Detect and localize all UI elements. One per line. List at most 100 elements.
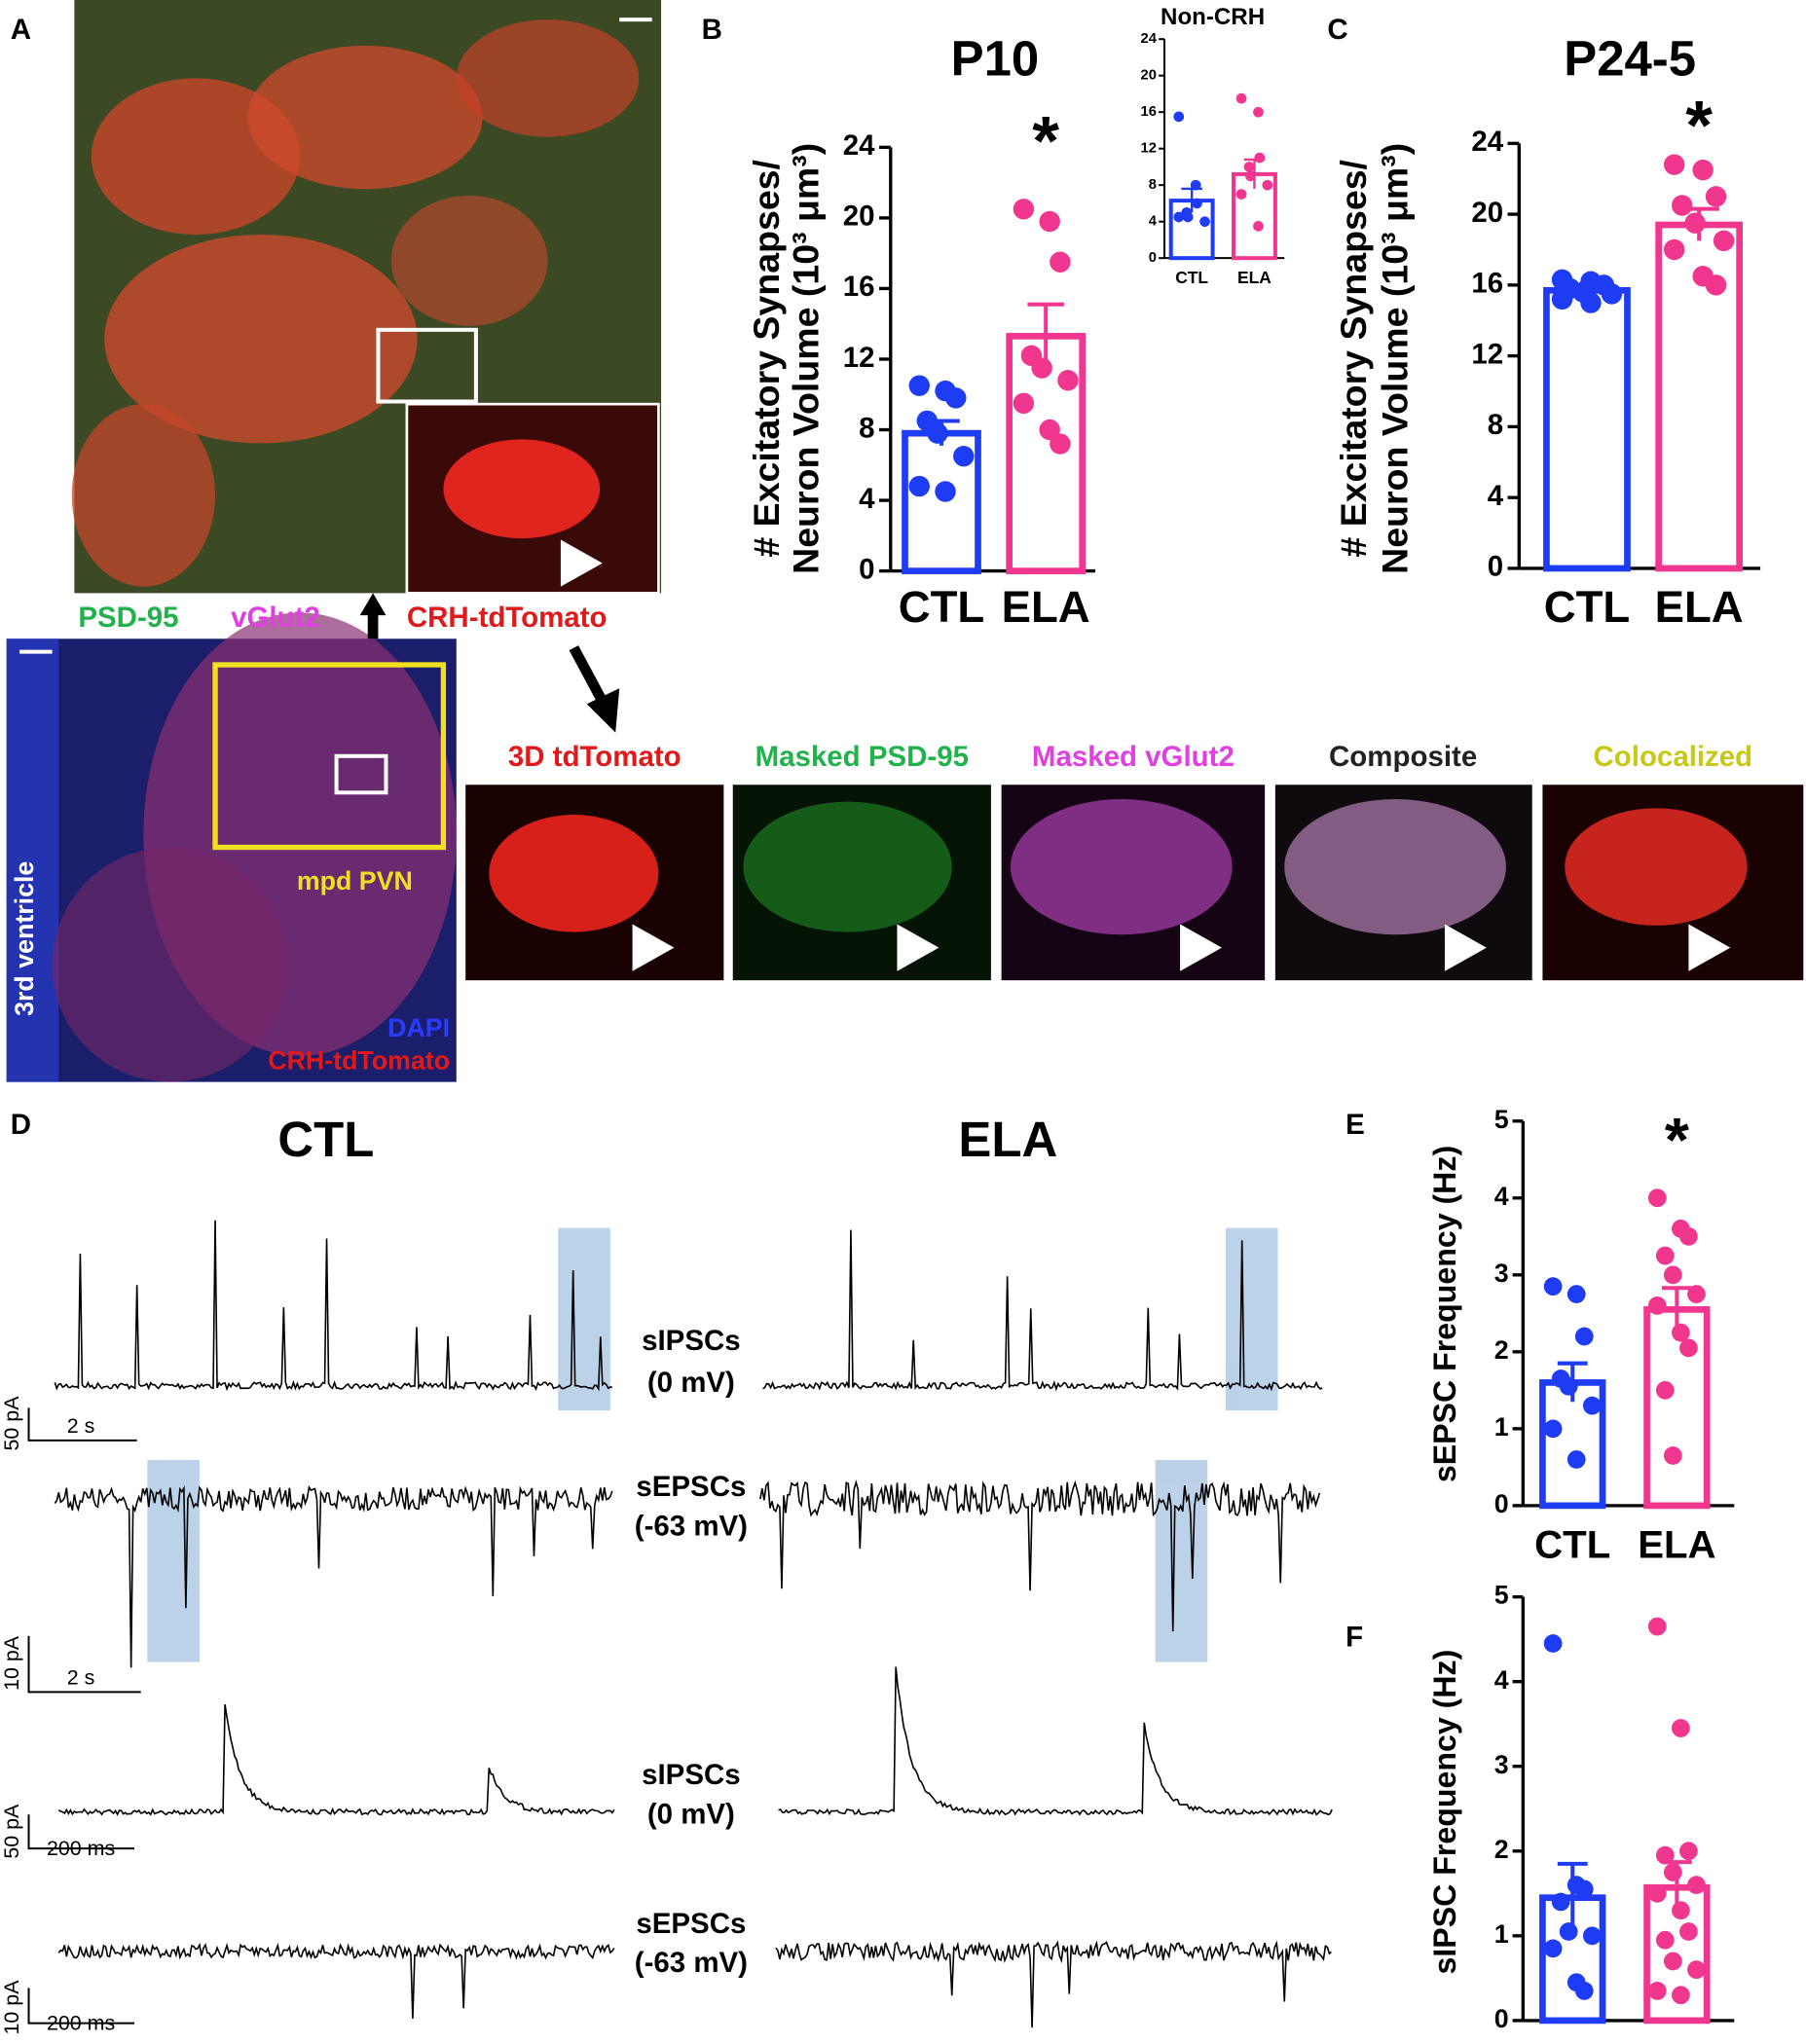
data-point: [1566, 1450, 1586, 1469]
y-tick-label: 20: [843, 201, 875, 233]
data-point: [927, 422, 948, 444]
data-point: [1663, 238, 1685, 261]
scale-label: 50 pA: [0, 1396, 23, 1451]
scale-label: 2 s: [67, 1414, 95, 1438]
data-point: [1663, 154, 1685, 175]
panel-label: A: [11, 14, 31, 46]
x-tick-label: CTL: [899, 582, 984, 632]
y-tick-label: 5: [1494, 1105, 1509, 1134]
overview-label: DAPI: [387, 1013, 450, 1042]
x-tick-label: ELA: [1638, 2037, 1715, 2044]
x-tick-label: ELA: [1002, 582, 1090, 632]
x-tick-label: CTL: [1175, 268, 1208, 287]
data-point: [1647, 1296, 1667, 1315]
data-point: [1173, 211, 1185, 223]
y-tick-label: 0: [1149, 250, 1157, 266]
data-point: [1543, 1634, 1563, 1653]
y-tick-label: 0: [1494, 2004, 1509, 2033]
y-tick-label: 3: [1494, 1750, 1509, 1779]
data-point: [1057, 370, 1079, 391]
channel-label: PSD-95: [78, 602, 178, 634]
data-point: [1245, 170, 1256, 182]
data-point: [1663, 1265, 1682, 1285]
data-point: [1687, 1960, 1706, 1980]
data-point: [945, 387, 967, 409]
channel-label: vGlut2: [231, 602, 320, 634]
data-point: [1655, 1845, 1675, 1865]
y-tick-label: 8: [1488, 409, 1503, 441]
data-point: [1190, 179, 1201, 191]
overview-label: mpd PVN: [297, 866, 413, 895]
data-point: [1692, 159, 1714, 181]
data-point: [1679, 1842, 1698, 1861]
trace-label: sIPSCs: [642, 1759, 741, 1791]
y-tick-label: 1: [1494, 1919, 1509, 1949]
scale-label: 2 s: [67, 1666, 95, 1690]
data-point: [1050, 251, 1071, 273]
micrograph-overview: [6, 612, 457, 1082]
group-title: CTL: [277, 1112, 374, 1167]
data-point: [1672, 1901, 1690, 1920]
data-point: [908, 475, 930, 497]
y-tick-label: 5: [1494, 1581, 1509, 1610]
y-tick-label: 8: [859, 412, 874, 444]
data-point: [1672, 195, 1693, 216]
scale-label: 10 pA: [0, 1980, 23, 2035]
data-point: [1647, 1982, 1667, 2000]
scale-label: 200 ms: [47, 1837, 115, 1860]
panel-label: E: [1345, 1109, 1365, 1141]
x-tick-label: ELA: [1638, 1522, 1715, 1566]
data-point: [935, 481, 956, 502]
data-point: [1243, 162, 1255, 172]
x-tick-label: ELA: [1237, 268, 1272, 287]
y-tick-label: 2: [1494, 1835, 1509, 1864]
trace-label: sEPSCs: [636, 1471, 746, 1503]
error-bar: [1027, 302, 1064, 369]
y-tick-label: 24: [843, 129, 875, 162]
y-axis-label: sIPSC Frequency (Hz): [1427, 1650, 1462, 1975]
y-axis-label: # Excitatory Synapses/: [746, 159, 787, 557]
data-point: [1050, 433, 1071, 455]
trace: [762, 1229, 1323, 1392]
data-point: [1672, 1986, 1690, 2005]
highlights: [147, 1227, 1278, 1662]
data-point: [1672, 1323, 1690, 1342]
y-tick-label: 16: [843, 271, 875, 303]
chart-title: Non-CRH: [1161, 4, 1265, 30]
strip-label: Composite: [1329, 741, 1477, 773]
data-point: [1559, 1377, 1578, 1396]
overview-label: 3rd ventricle: [10, 861, 39, 1016]
trace: [54, 1220, 612, 1392]
y-tick-label: 12: [1471, 338, 1503, 370]
overview-label: CRH-tdTomato: [268, 1046, 450, 1076]
strip-label: Masked vGlut2: [1032, 741, 1235, 773]
scale-bar-lines: [27, 1407, 141, 2025]
data-point: [1679, 1922, 1698, 1941]
data-point: [908, 375, 930, 396]
bar: [1643, 1306, 1711, 1510]
data-point: [1254, 152, 1266, 164]
trace-label: (0 mV): [647, 1798, 735, 1830]
data-point: [1655, 1930, 1675, 1950]
significance: *: [1665, 1105, 1689, 1175]
y-tick-label: 12: [1141, 141, 1157, 157]
data-point: [1687, 1876, 1706, 1894]
panel-label: F: [1345, 1621, 1363, 1653]
data-point: [1543, 1277, 1563, 1296]
traces: [54, 1220, 1333, 2028]
panel-label: B: [702, 14, 722, 46]
data-point: [1687, 1285, 1706, 1303]
y-tick-label: 2: [1494, 1335, 1509, 1365]
data-point: [1705, 186, 1727, 207]
scale-label: 200 ms: [47, 2012, 115, 2035]
data-point: [1672, 1719, 1690, 1737]
trace-label: sIPSCs: [642, 1325, 741, 1357]
chart-title: P10: [951, 31, 1040, 87]
arrows: [359, 593, 620, 733]
image-strip: [465, 785, 1804, 981]
data-point: [1647, 1617, 1667, 1636]
data-point: [1551, 1892, 1570, 1912]
trace: [54, 1485, 613, 1668]
data-point: [1655, 1380, 1675, 1400]
